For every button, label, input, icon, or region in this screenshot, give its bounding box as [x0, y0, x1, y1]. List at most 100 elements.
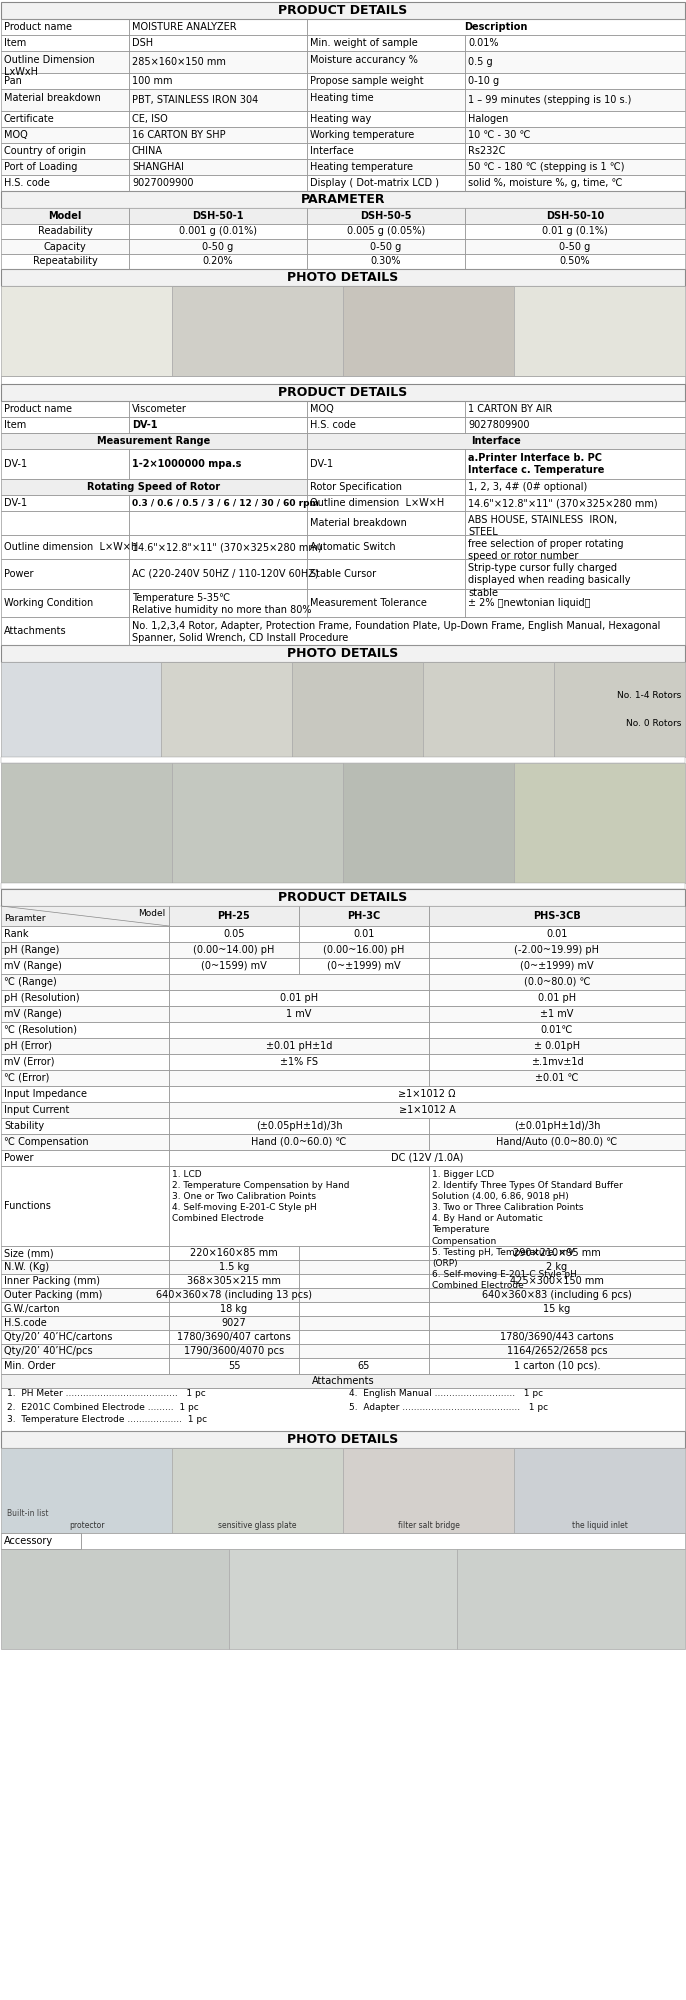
Bar [307, 400, 465, 418]
Bar [1, 756, 685, 762]
Text: DSH-50-5: DSH-50-5 [360, 210, 412, 220]
Text: Input Impedance: Input Impedance [4, 1088, 87, 1100]
Bar [161, 662, 292, 756]
Text: 55: 55 [228, 1360, 240, 1372]
Bar [1, 268, 685, 286]
Bar [1, 1330, 169, 1344]
Text: No. 0 Rotors: No. 0 Rotors [626, 720, 681, 728]
Bar [229, 1548, 457, 1648]
Bar [1, 1150, 169, 1166]
Bar [1, 1150, 169, 1166]
Bar [1, 1118, 169, 1134]
Bar [1, 990, 169, 1006]
Bar [307, 72, 465, 88]
Bar [429, 1274, 685, 1288]
Text: PH-25: PH-25 [217, 912, 250, 920]
Bar [1, 376, 685, 384]
Text: Hand/Auto (0.0~80.0) ℃: Hand/Auto (0.0~80.0) ℃ [497, 1136, 617, 1148]
Text: PHOTO DETAILS: PHOTO DETAILS [287, 1432, 399, 1446]
Text: Size (mm): Size (mm) [4, 1248, 54, 1258]
Text: PHS-3CB: PHS-3CB [533, 912, 581, 920]
Bar [1, 1302, 169, 1316]
Bar [429, 1288, 685, 1302]
Bar [429, 1246, 685, 1260]
Text: Outline dimension  L×W×H: Outline dimension L×W×H [310, 498, 445, 508]
Bar [554, 662, 685, 756]
Bar [169, 1022, 429, 1038]
Text: 2 kg: 2 kg [547, 1262, 567, 1272]
Bar [423, 662, 554, 756]
Text: 0.01: 0.01 [353, 928, 375, 940]
Bar [429, 942, 685, 958]
Bar [1, 534, 129, 558]
Bar [169, 1070, 429, 1086]
Text: PARAMETER: PARAMETER [300, 194, 386, 206]
Bar [299, 942, 429, 958]
Text: 1 CARTON BY AIR: 1 CARTON BY AIR [468, 404, 552, 414]
Text: Moisture accurancy %: Moisture accurancy % [310, 54, 418, 64]
Text: 10 ℃ - 30 ℃: 10 ℃ - 30 ℃ [468, 130, 530, 140]
Bar [169, 1330, 299, 1344]
Bar [429, 1134, 685, 1150]
Bar [465, 50, 685, 72]
Bar [1, 110, 129, 128]
Text: Stability: Stability [4, 1120, 44, 1132]
Text: 100 mm: 100 mm [132, 76, 172, 86]
Bar [465, 238, 685, 254]
Text: ABS HOUSE, STAINLESS  IRON,
STEEL: ABS HOUSE, STAINLESS IRON, STEEL [468, 514, 617, 538]
Text: Automatic Switch: Automatic Switch [310, 542, 396, 552]
Bar [1, 1388, 685, 1432]
Bar [1, 1102, 169, 1118]
Text: Readability: Readability [38, 226, 93, 236]
Text: SHANGHAI: SHANGHAI [132, 162, 184, 172]
Bar [465, 176, 685, 192]
Bar [1, 884, 685, 888]
Bar [129, 238, 307, 254]
Bar [172, 762, 343, 884]
Bar [307, 176, 465, 192]
Bar [307, 110, 465, 128]
Bar [1, 1274, 169, 1288]
Text: 1 carton (10 pcs).: 1 carton (10 pcs). [514, 1360, 600, 1372]
Bar [1, 958, 169, 974]
Text: Item: Item [4, 38, 26, 48]
Bar [299, 1246, 429, 1260]
Bar [1, 128, 129, 144]
Text: 0.01 pH: 0.01 pH [538, 992, 576, 1004]
Bar [307, 208, 465, 224]
Text: PHOTO DETAILS: PHOTO DETAILS [287, 648, 399, 660]
Text: a.Printer Interface b. PC
Interface c. Temperature: a.Printer Interface b. PC Interface c. T… [468, 454, 604, 476]
Bar [429, 1054, 685, 1070]
Text: PBT, STAINLESS IRON 304: PBT, STAINLESS IRON 304 [132, 94, 258, 104]
Text: Description: Description [464, 22, 528, 32]
Bar [465, 34, 685, 50]
Text: mV (Error): mV (Error) [4, 1056, 54, 1068]
Bar [307, 450, 465, 478]
Bar [129, 400, 307, 418]
Bar [1, 88, 129, 110]
Text: 285×160×150 mm: 285×160×150 mm [132, 56, 226, 66]
Text: Temperature 5-35℃
Relative humidity no more than 80%: Temperature 5-35℃ Relative humidity no m… [132, 592, 311, 616]
Bar [429, 1330, 685, 1344]
Bar [429, 1358, 685, 1374]
Bar [1, 160, 129, 176]
Bar [1, 192, 685, 208]
Text: 1790/3600/4070 pcs: 1790/3600/4070 pcs [184, 1346, 284, 1356]
Bar [169, 1006, 429, 1022]
Text: Interface: Interface [471, 436, 521, 446]
Text: 640×360×78 (including 13 pcs): 640×360×78 (including 13 pcs) [156, 1290, 312, 1300]
Bar [465, 72, 685, 88]
Bar [169, 958, 299, 974]
Bar [299, 1330, 429, 1344]
Bar [1, 2, 685, 18]
Text: (0.00~16.00) pH: (0.00~16.00) pH [323, 946, 405, 956]
Text: 1780/3690/407 cartons: 1780/3690/407 cartons [177, 1332, 291, 1342]
Bar [429, 974, 685, 990]
Text: ±0.01 pH±1d: ±0.01 pH±1d [265, 1040, 332, 1052]
Bar [307, 238, 465, 254]
Bar [465, 510, 685, 534]
Bar [307, 34, 465, 50]
Bar [299, 1288, 429, 1302]
Text: DC (12V /1.0A): DC (12V /1.0A) [391, 1152, 463, 1164]
Bar [465, 110, 685, 128]
